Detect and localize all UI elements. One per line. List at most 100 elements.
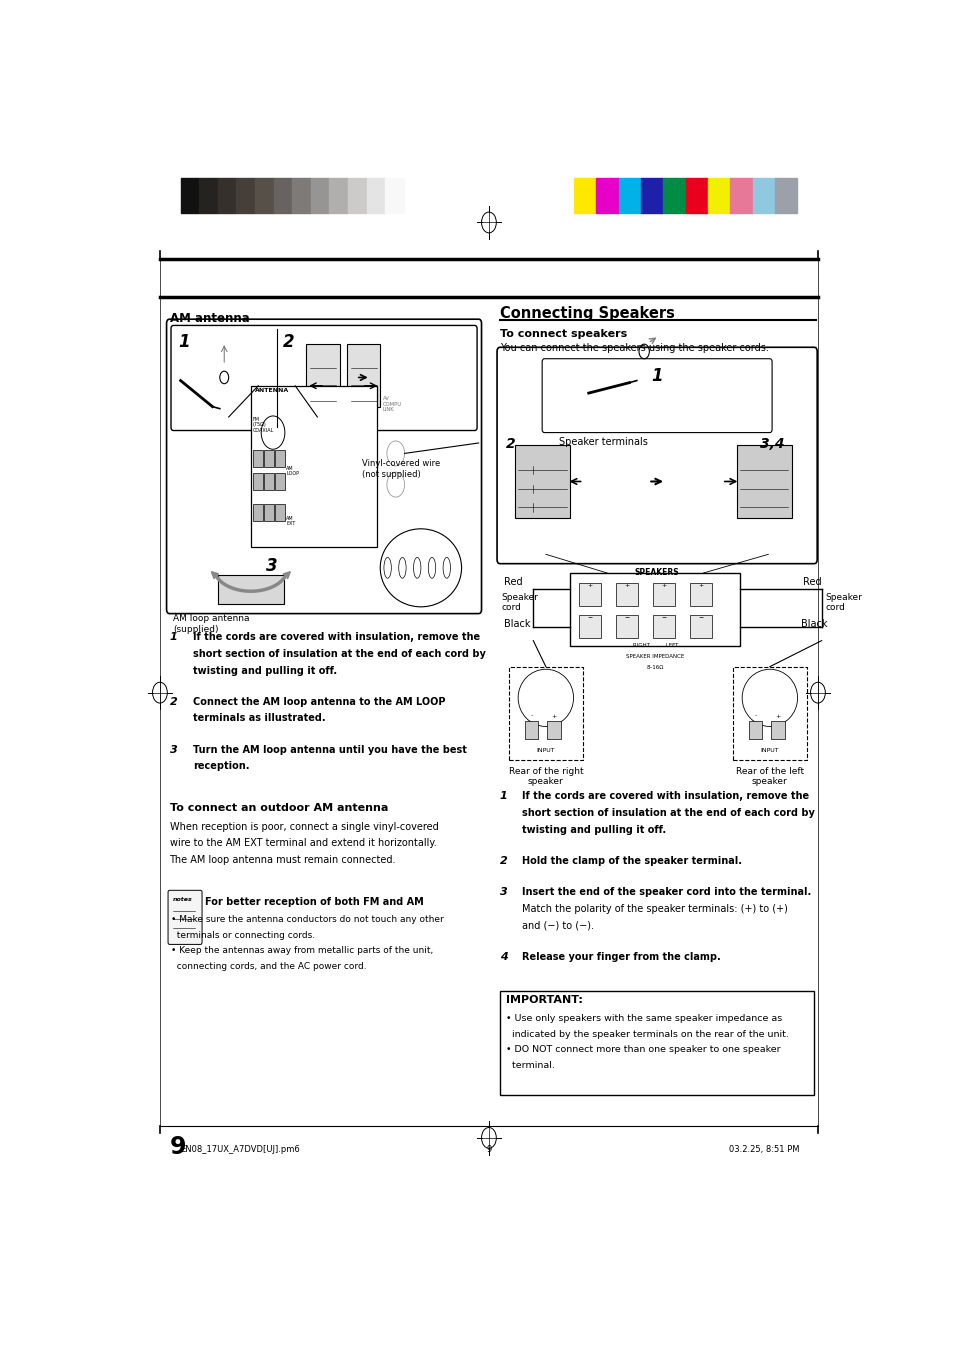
Text: 3,4: 3,4 (760, 436, 783, 451)
Bar (199, 178, 217, 213)
Bar (662, 178, 685, 213)
Text: INPUT: INPUT (536, 748, 555, 753)
Bar (774, 178, 797, 213)
Text: −: − (587, 615, 592, 620)
Text: twisting and pulling it off.: twisting and pulling it off. (521, 824, 665, 835)
Bar (385, 178, 403, 213)
Text: 2: 2 (499, 857, 507, 866)
Text: If the cords are covered with insulation, remove the: If the cords are covered with insulation… (521, 792, 808, 801)
Bar (217, 178, 236, 213)
Bar (264, 450, 274, 467)
Bar (547, 720, 560, 739)
Text: +: + (698, 584, 703, 589)
FancyBboxPatch shape (497, 347, 817, 563)
Bar (347, 345, 380, 407)
Bar (292, 178, 311, 213)
Bar (253, 504, 262, 521)
Bar (275, 504, 285, 521)
Text: To connect an outdoor AM antenna: To connect an outdoor AM antenna (170, 802, 388, 813)
Text: • Keep the antennas away from metallic parts of the unit,: • Keep the antennas away from metallic p… (171, 947, 433, 955)
Text: AM
LOOP: AM LOOP (286, 466, 299, 477)
Text: terminals as illustrated.: terminals as illustrated. (193, 713, 326, 724)
Text: The AM loop antenna must remain connected.: The AM loop antenna must remain connecte… (170, 855, 395, 865)
Bar (236, 178, 254, 213)
Bar (275, 450, 285, 467)
Text: Match the polarity of the speaker terminals: (+) to (+): Match the polarity of the speaker termin… (521, 904, 787, 913)
Text: 1: 1 (651, 367, 662, 385)
Bar (771, 720, 783, 739)
Text: Speaker
cord: Speaker cord (824, 593, 862, 612)
Bar (616, 584, 638, 607)
Text: +: + (660, 584, 666, 589)
Bar (311, 178, 329, 213)
Text: 2: 2 (282, 332, 294, 351)
Bar (736, 444, 791, 517)
Text: AM
EXT: AM EXT (286, 516, 295, 526)
Text: SPEAKER IMPEDANCE: SPEAKER IMPEDANCE (625, 654, 683, 659)
Text: INPUT: INPUT (760, 748, 779, 753)
Text: notes: notes (173, 897, 193, 901)
Bar (180, 178, 199, 213)
Bar (689, 584, 712, 607)
Bar (596, 178, 618, 213)
Bar (685, 178, 707, 213)
Bar (508, 666, 582, 761)
Text: 8–16Ω: 8–16Ω (646, 665, 663, 670)
Text: and (−) to (−).: and (−) to (−). (521, 920, 594, 931)
Bar (653, 615, 675, 638)
Bar (653, 584, 675, 607)
Text: • Use only speakers with the same speaker impedance as: • Use only speakers with the same speake… (505, 1015, 781, 1023)
Text: −: − (624, 615, 629, 620)
Bar (499, 992, 813, 1096)
Bar (253, 450, 262, 467)
Bar (254, 178, 274, 213)
Text: 1: 1 (178, 332, 190, 351)
Bar (264, 473, 274, 490)
Bar (348, 178, 366, 213)
Text: SPEAKERS: SPEAKERS (634, 567, 679, 577)
Text: 1: 1 (170, 632, 177, 642)
Bar (306, 345, 339, 407)
Text: Vinyl-covered wire
(not supplied): Vinyl-covered wire (not supplied) (361, 458, 439, 478)
Text: 1: 1 (499, 792, 507, 801)
Text: Red: Red (503, 577, 522, 588)
Bar (578, 615, 600, 638)
Text: twisting and pulling it off.: twisting and pulling it off. (193, 666, 337, 676)
Text: You can connect the speakers using the speaker cords.: You can connect the speakers using the s… (499, 343, 768, 353)
Bar (752, 178, 774, 213)
Text: Red: Red (802, 577, 821, 588)
Text: RIGHT         LEFT: RIGHT LEFT (632, 643, 678, 647)
Text: Rear of the left
speaker: Rear of the left speaker (735, 766, 803, 786)
Text: -: - (754, 713, 756, 719)
Text: Connecting Speakers: Connecting Speakers (499, 305, 674, 320)
Text: connecting cords, and the AC power cord.: connecting cords, and the AC power cord. (171, 962, 366, 971)
Text: AM loop antenna
(supplied): AM loop antenna (supplied) (173, 613, 250, 634)
Text: 3: 3 (499, 888, 507, 897)
Bar (689, 615, 712, 638)
FancyBboxPatch shape (171, 326, 476, 431)
Text: +: + (775, 713, 780, 719)
Text: +: + (587, 584, 592, 589)
Text: Release your finger from the clamp.: Release your finger from the clamp. (521, 951, 720, 962)
Text: +: + (551, 713, 556, 719)
Text: +: + (624, 584, 629, 589)
Bar (732, 666, 806, 761)
Bar (524, 720, 537, 739)
Bar (264, 504, 274, 521)
Bar (707, 178, 729, 213)
Text: 9: 9 (170, 1135, 186, 1159)
Text: 9: 9 (486, 1146, 491, 1154)
Text: Speaker terminals: Speaker terminals (558, 436, 647, 447)
Text: 4: 4 (499, 951, 507, 962)
Text: Speaker
cord: Speaker cord (501, 593, 537, 612)
Text: FM
(75Ω)
COAXIAL: FM (75Ω) COAXIAL (252, 417, 274, 432)
Text: 03.2.25, 8:51 PM: 03.2.25, 8:51 PM (728, 1146, 799, 1154)
Text: EN08_17UX_A7DVD[UJ].pm6: EN08_17UX_A7DVD[UJ].pm6 (180, 1146, 299, 1154)
Bar (217, 576, 284, 604)
Text: -: - (530, 713, 533, 719)
Bar (253, 473, 262, 490)
Text: 3: 3 (265, 558, 277, 576)
Text: terminals or connecting cords.: terminals or connecting cords. (171, 931, 314, 940)
Text: AV
COMPU
LINK: AV COMPU LINK (382, 396, 401, 412)
Text: Black: Black (503, 619, 530, 630)
